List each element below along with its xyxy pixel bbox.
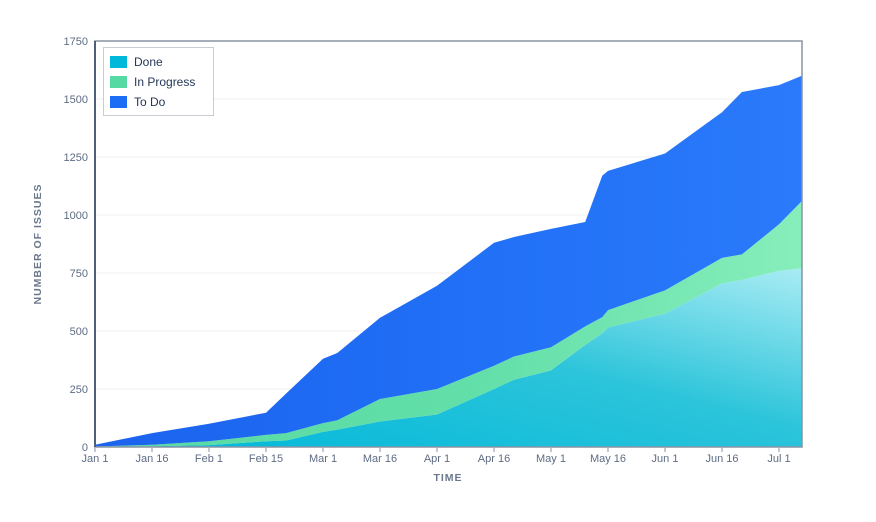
area-done[interactable] [95,268,802,447]
y-tick-label: 1250 [64,152,88,164]
x-tick-label: Apr 1 [424,453,450,465]
legend-item-done[interactable]: Done [110,52,209,72]
x-tick-label: Jun 1 [652,453,679,465]
y-tick-label: 1500 [64,94,88,106]
x-tick-label: Jul 1 [767,453,790,465]
y-tick-label: 1750 [64,36,88,48]
chart-legend: Done In Progress To Do [103,47,214,116]
done-swatch [110,56,127,68]
x-tick-label: Jun 16 [705,453,738,465]
x-tick-label: May 1 [536,453,566,465]
x-tick-label: Feb 15 [249,453,283,465]
legend-label-to-do: To Do [134,95,166,109]
legend-label-done: Done [134,55,163,69]
x-tick-label: Jan 1 [82,453,109,465]
x-tick-label: Mar 16 [363,453,397,465]
y-axis-title: NUMBER OF ISSUES [32,183,44,305]
y-tick-label: 0 [82,442,88,454]
legend-item-to-do[interactable]: To Do [110,92,209,112]
x-tick-label: May 16 [590,453,626,465]
y-tick-label: 250 [70,384,88,396]
area-to-do[interactable] [95,75,802,447]
y-tick-label: 1000 [64,210,88,222]
y-tick-label: 750 [70,268,88,280]
x-tick-label: Mar 1 [309,453,337,465]
x-tick-label: Jan 16 [135,453,168,465]
area-in-progress[interactable] [95,201,802,447]
x-tick-label: Apr 16 [478,453,510,465]
x-tick-label: Feb 1 [195,453,223,465]
y-tick-label: 500 [70,326,88,338]
x-axis-title: TIME [433,472,463,484]
in-progress-swatch [110,76,127,88]
legend-item-in-progress[interactable]: In Progress [110,72,209,92]
to-do-swatch [110,96,127,108]
legend-label-in-progress: In Progress [134,75,196,89]
